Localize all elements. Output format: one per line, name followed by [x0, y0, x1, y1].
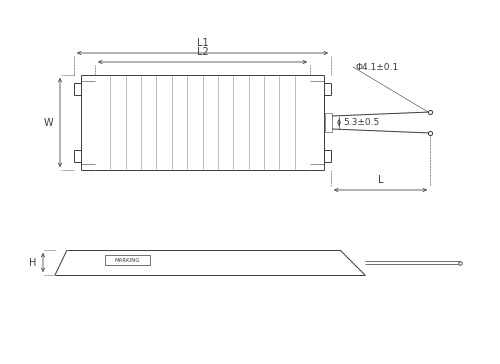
Text: L2: L2	[196, 47, 208, 57]
Text: Φ4.1±0.1: Φ4.1±0.1	[355, 63, 398, 71]
Text: L1: L1	[196, 38, 208, 48]
Text: W: W	[44, 118, 53, 127]
Text: H: H	[28, 257, 36, 268]
Text: 5.3±0.5: 5.3±0.5	[343, 118, 380, 127]
Bar	[105, 255, 150, 265]
Text: MARKING: MARKING	[114, 257, 140, 262]
Text: L: L	[378, 175, 384, 185]
